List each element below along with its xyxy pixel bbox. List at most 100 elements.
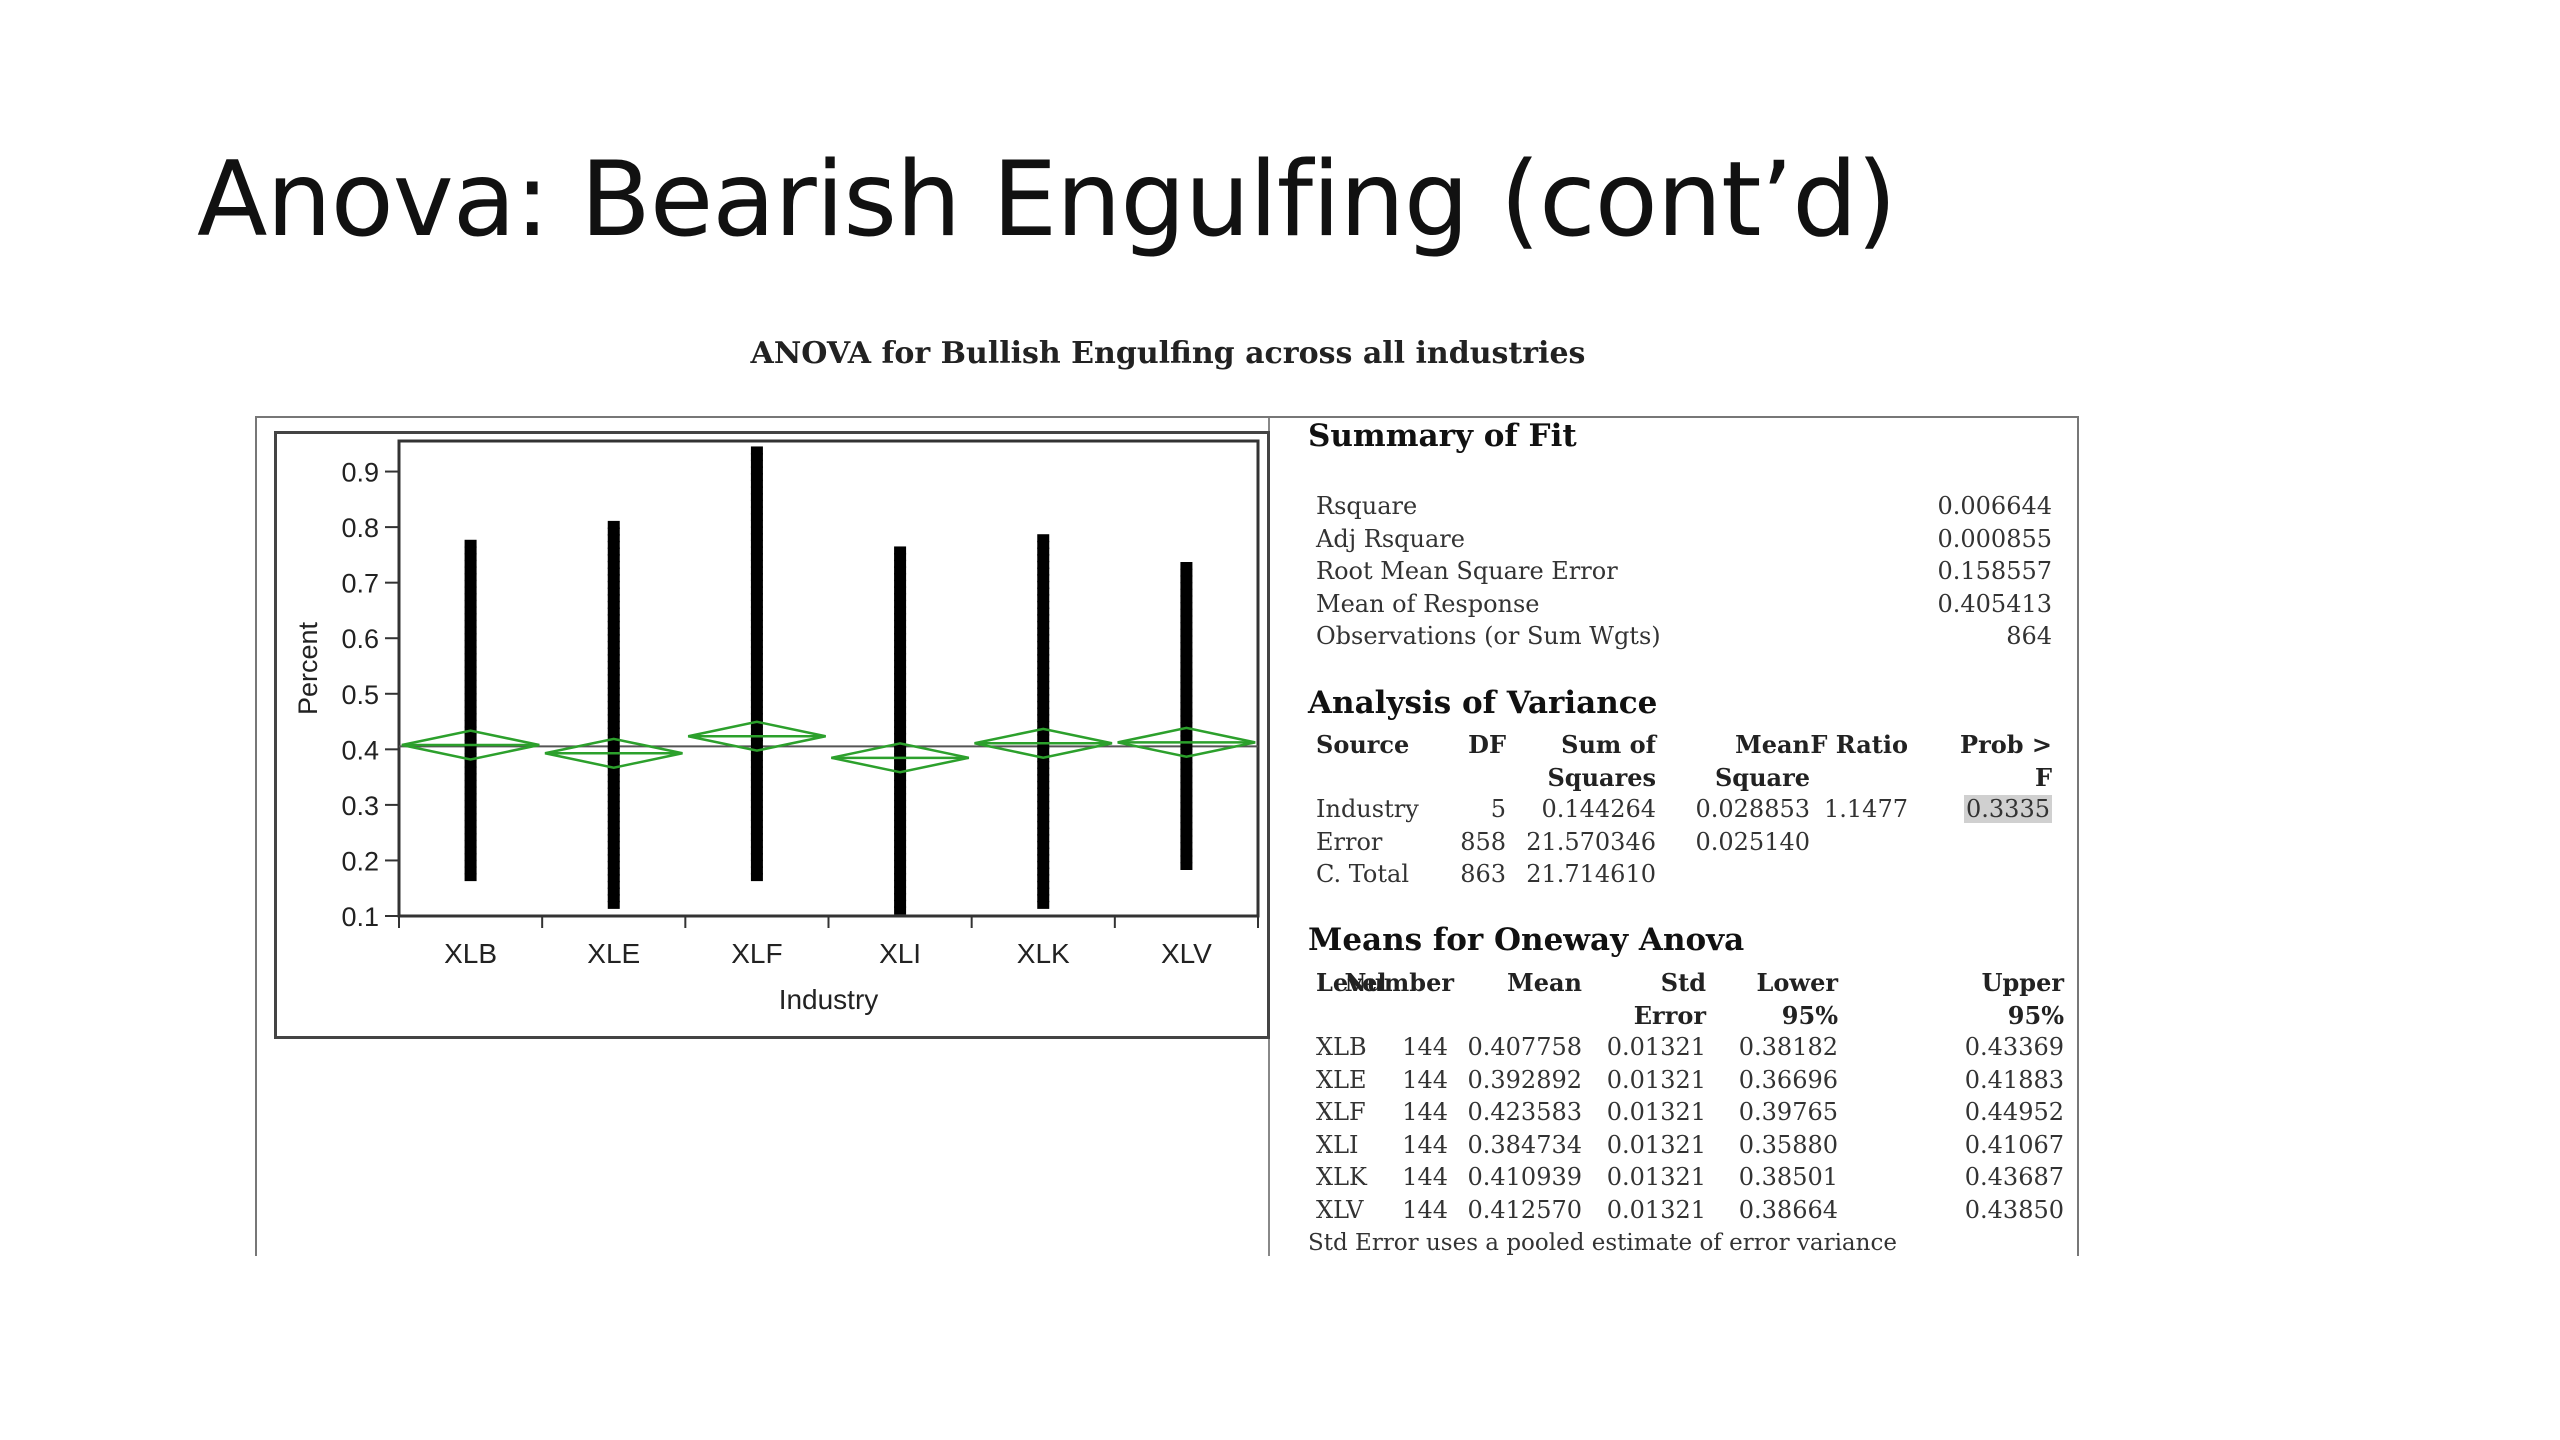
data-point bbox=[1037, 560, 1050, 569]
means-header: Upper bbox=[1981, 968, 2064, 997]
data-point bbox=[750, 526, 763, 535]
means-cell: 144 bbox=[1402, 1130, 1448, 1159]
data-point bbox=[1180, 822, 1193, 830]
data-point bbox=[894, 553, 907, 562]
data-point bbox=[750, 613, 763, 622]
data-point bbox=[894, 593, 907, 602]
data-point bbox=[1037, 874, 1050, 883]
means-cell: 144 bbox=[1402, 1065, 1448, 1094]
anova-cell: 0.144264 bbox=[1541, 795, 1656, 823]
data-point bbox=[750, 453, 763, 462]
data-point bbox=[1037, 660, 1050, 669]
data-point bbox=[750, 839, 763, 848]
y-tick-label: 0.7 bbox=[341, 569, 379, 599]
data-point bbox=[607, 674, 620, 683]
means-diamond bbox=[1117, 726, 1256, 759]
data-point bbox=[750, 773, 763, 782]
data-point bbox=[1180, 615, 1193, 624]
data-point bbox=[750, 479, 763, 488]
data-point bbox=[1037, 634, 1050, 643]
data-point bbox=[894, 773, 907, 782]
data-point bbox=[750, 606, 763, 615]
data-point bbox=[1037, 627, 1050, 636]
means-level: XLB bbox=[1316, 1033, 1367, 1061]
data-point bbox=[894, 746, 907, 755]
means-cell: 0.44952 bbox=[1964, 1098, 2064, 1126]
data-point bbox=[1180, 748, 1193, 757]
data-point bbox=[750, 579, 763, 588]
data-point bbox=[894, 613, 907, 622]
data-point bbox=[464, 826, 477, 835]
data-point bbox=[1037, 900, 1050, 909]
data-point bbox=[750, 859, 763, 868]
data-point bbox=[607, 760, 620, 769]
data-point bbox=[1180, 835, 1193, 844]
means-header: Lower bbox=[1756, 968, 1838, 997]
data-point bbox=[750, 673, 763, 682]
data-point bbox=[1037, 734, 1050, 743]
data-point bbox=[607, 747, 620, 756]
fit-label: Adj Rsquare bbox=[1316, 524, 1465, 553]
data-point bbox=[1180, 728, 1193, 737]
fit-value: 0.006644 bbox=[1937, 492, 2052, 520]
data-point bbox=[1037, 554, 1050, 563]
fit-label: Observations (or Sum Wgts) bbox=[1316, 622, 1661, 650]
data-point bbox=[607, 607, 620, 616]
anova-title: Analysis of Variance bbox=[1308, 685, 1658, 721]
data-point bbox=[607, 614, 620, 623]
data-point bbox=[1037, 574, 1050, 583]
data-point bbox=[1180, 668, 1193, 677]
data-point bbox=[1037, 860, 1050, 869]
data-point bbox=[750, 753, 763, 762]
data-point bbox=[750, 599, 763, 608]
data-point bbox=[1180, 862, 1193, 870]
data-point bbox=[1180, 608, 1193, 617]
data-point bbox=[1037, 787, 1050, 796]
data-point bbox=[1180, 722, 1193, 730]
data-point bbox=[607, 520, 620, 529]
data-point bbox=[607, 827, 620, 836]
data-point bbox=[894, 726, 907, 735]
anova-source: Error bbox=[1316, 827, 1383, 856]
data-point bbox=[894, 653, 907, 662]
data-point bbox=[607, 840, 620, 849]
anova-cell: 0.028853 bbox=[1695, 795, 1810, 823]
means-header: Number bbox=[1344, 968, 1454, 997]
data-point bbox=[894, 679, 907, 688]
data-point bbox=[894, 859, 907, 868]
data-point bbox=[464, 839, 477, 848]
data-point bbox=[464, 653, 477, 662]
data-point bbox=[464, 693, 477, 702]
anova-source: C. Total bbox=[1316, 860, 1409, 888]
data-point bbox=[1180, 848, 1193, 857]
data-point bbox=[894, 699, 907, 708]
data-point bbox=[607, 814, 620, 823]
data-point bbox=[607, 774, 620, 783]
data-point bbox=[464, 819, 477, 828]
data-point bbox=[1037, 714, 1050, 723]
means-level: XLE bbox=[1316, 1065, 1367, 1094]
data-point bbox=[750, 466, 763, 475]
data-point bbox=[894, 806, 907, 815]
data-point bbox=[750, 539, 763, 548]
data-point bbox=[894, 759, 907, 768]
data-point bbox=[1037, 747, 1050, 756]
data-point bbox=[750, 826, 763, 835]
data-point bbox=[464, 679, 477, 688]
data-point bbox=[464, 699, 477, 708]
means-cell: 0.41067 bbox=[1964, 1130, 2064, 1159]
anova-cell: 5 bbox=[1490, 795, 1506, 823]
data-point bbox=[750, 573, 763, 582]
data-point bbox=[750, 519, 763, 528]
data-point bbox=[750, 706, 763, 715]
data-point bbox=[894, 793, 907, 802]
data-point bbox=[894, 666, 907, 675]
data-point bbox=[750, 499, 763, 508]
anova-cell: 0.3335 bbox=[1964, 795, 2052, 823]
data-point bbox=[894, 673, 907, 682]
data-point bbox=[750, 759, 763, 768]
data-point bbox=[894, 646, 907, 655]
data-point bbox=[750, 819, 763, 828]
data-point bbox=[1037, 547, 1050, 556]
data-point bbox=[750, 586, 763, 595]
